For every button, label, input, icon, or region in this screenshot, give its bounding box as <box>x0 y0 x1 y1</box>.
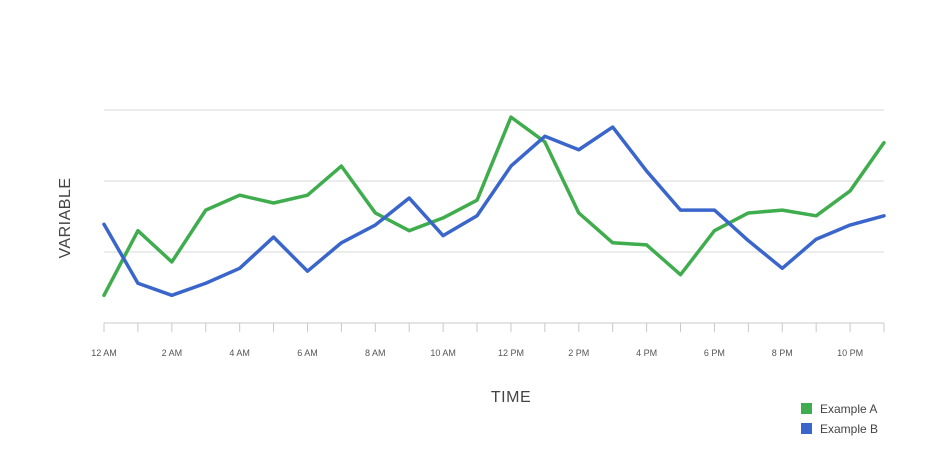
y-axis-title: VARIABLE <box>57 177 74 258</box>
x-tick-label: 6 AM <box>297 348 318 358</box>
x-tick-label: 2 AM <box>162 348 183 358</box>
legend-label-example-b: Example B <box>820 422 878 436</box>
gridlines <box>104 109 884 253</box>
x-tick-label: 10 AM <box>430 348 456 358</box>
legend-label-example-a: Example A <box>820 402 877 416</box>
x-tick-label: 4 AM <box>229 348 250 358</box>
legend-item-example-a: Example A <box>801 402 877 416</box>
x-tick-label: 4 PM <box>636 348 657 358</box>
x-axis <box>103 322 885 332</box>
legend: Example A Example B <box>801 402 878 436</box>
legend-swatch-example-a <box>801 403 812 414</box>
series-lines <box>102 115 886 298</box>
x-tick-label: 6 PM <box>704 348 725 358</box>
x-tick-labels: 12 AM 2 AM 4 AM 6 AM 8 AM 10 AM 12 PM 2 PM 4 PM 6… <box>91 348 863 358</box>
series-line-example-b <box>102 125 886 298</box>
legend-item-example-b: Example B <box>801 422 878 436</box>
x-tick-label: 8 PM <box>772 348 793 358</box>
x-tick-label: 10 PM <box>837 348 863 358</box>
x-tick-label: 12 PM <box>498 348 524 358</box>
x-tick-label: 8 AM <box>365 348 386 358</box>
legend-swatch-example-b <box>801 423 812 434</box>
x-axis-title: TIME <box>491 389 531 406</box>
series-line-example-a <box>102 115 886 298</box>
x-tick-label: 2 PM <box>568 348 589 358</box>
x-tick-label: 12 AM <box>91 348 117 358</box>
